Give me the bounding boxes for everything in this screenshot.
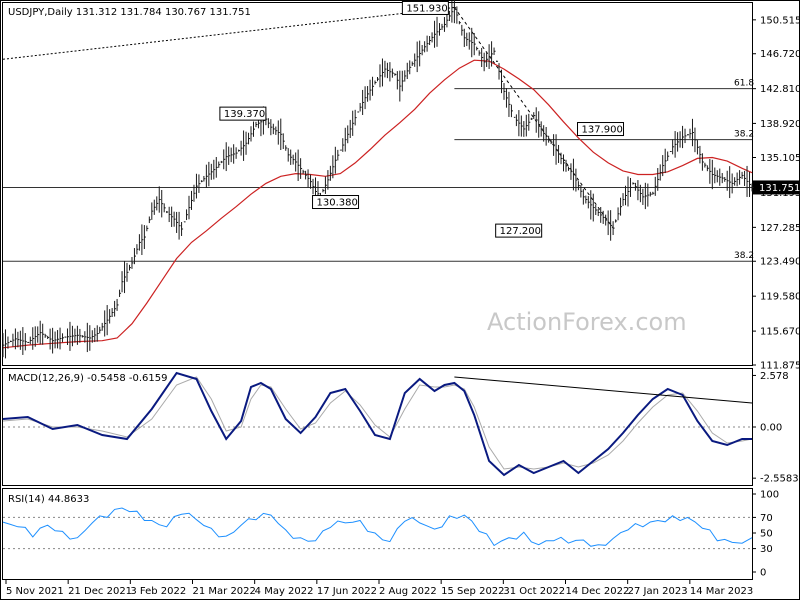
price-header: USDJPY,Daily 131.312 131.784 130.767 131…	[8, 7, 251, 18]
price-y-tick-label: 119.580	[760, 292, 800, 303]
x-tick-label: 4 May 2022	[255, 586, 314, 597]
rsi-panel-frame	[2, 488, 753, 580]
watermark: ActionForex.com	[487, 308, 687, 336]
annotation-label: 151.930	[406, 3, 447, 14]
rsi-y-tick-label: 50	[760, 529, 773, 540]
price-y-tick-label: 142.810	[760, 84, 800, 95]
x-tick-label: 14 Dec 2022	[566, 586, 630, 597]
price-panel: 150.515146.720142.810138.920135.105131.1…	[2, 0, 800, 372]
price-y-tick-label: 135.105	[760, 153, 800, 164]
current-price-label: 131.751	[759, 183, 800, 194]
rsi-y-tick-label: 70	[760, 513, 773, 524]
rsi-y-tick-label: 0	[760, 568, 766, 579]
annotation-box	[577, 122, 625, 137]
rsi-y-tick-label: 100	[760, 490, 779, 501]
fib-level-label: 38.2	[734, 251, 754, 261]
macd-line	[2, 371, 752, 477]
rsi-header: RSI(14) 44.8633	[8, 494, 89, 505]
macd-trend-line	[454, 376, 753, 404]
fib-level-label: 38.2	[734, 130, 754, 140]
macd-header: MACD(12,26,9) -0.5458 -0.6159	[8, 373, 168, 384]
annotation-box	[401, 0, 449, 15]
annotation-box	[312, 195, 360, 210]
annotation-label: 130.380	[317, 198, 358, 209]
rsi-line	[2, 507, 753, 547]
price-y-tick-label: 127.285	[760, 223, 800, 234]
annotation-box	[495, 223, 543, 238]
x-tick-label: 2 Aug 2022	[379, 586, 437, 597]
x-tick-label: 14 Mar 2023	[690, 586, 753, 597]
macd-panel: 2.578 0.00 -2.5583	[2, 371, 799, 485]
x-tick-label: 3 Feb 2022	[130, 586, 186, 597]
price-y-tick-label: 111.875	[760, 361, 800, 372]
annotation-label: 139.370	[224, 109, 265, 120]
rsi-panel: 100 70 50 30 0	[2, 490, 779, 579]
macd-y-tick-label: 2.578	[760, 371, 789, 382]
x-tick-label: 21 Mar 2022	[193, 586, 256, 597]
annotation-label: 137.900	[582, 125, 623, 136]
x-tick-label: 5 Nov 2021	[6, 586, 64, 597]
x-tick-label: 17 Jun 2022	[317, 586, 377, 597]
x-tick-label: 27 Jan 2023	[628, 586, 688, 597]
moving-average-line	[2, 59, 753, 349]
price-y-tick-label: 150.515	[760, 15, 800, 26]
x-tick-label: 31 Oct 2022	[503, 586, 565, 597]
fib-level-label: 61.8	[734, 79, 754, 89]
macd-y-tick-label: -2.5583	[760, 474, 799, 485]
annotation-box	[219, 106, 267, 121]
price-y-tick-label: 115.670	[760, 327, 800, 338]
rsi-y-tick-label: 30	[760, 544, 773, 555]
x-tick-label: 21 Dec 2021	[68, 586, 132, 597]
x-tick-label: 15 Sep 2022	[441, 586, 504, 597]
macd-signal-line	[2, 376, 753, 470]
price-y-tick-label: 123.490	[760, 257, 800, 268]
macd-y-tick-label: 0.00	[760, 423, 782, 434]
current-price-box	[753, 180, 799, 195]
price-y-tick-label: 138.920	[760, 119, 800, 130]
price-bars	[2, 0, 754, 359]
annotation-label: 127.200	[500, 226, 541, 237]
price-y-tick-label: 146.720	[760, 49, 800, 60]
